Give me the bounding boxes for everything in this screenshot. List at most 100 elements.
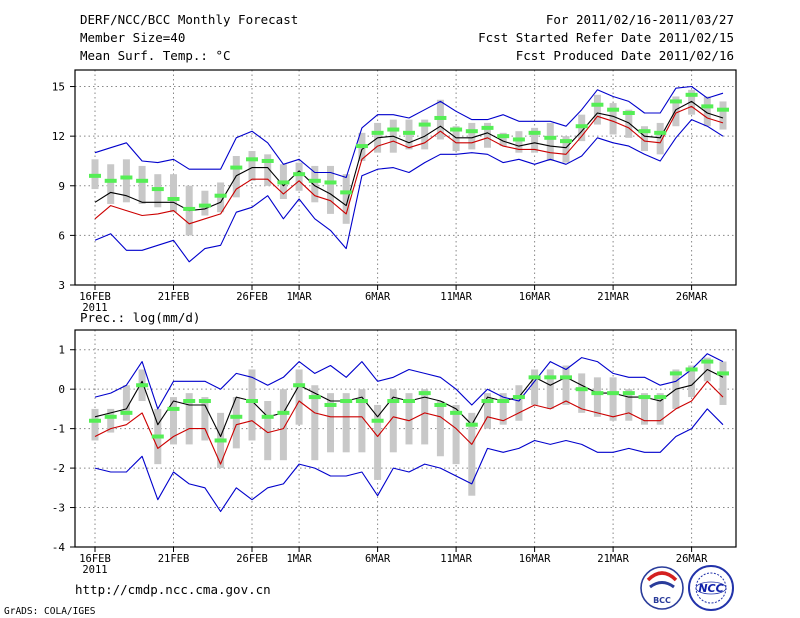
median-marker — [560, 375, 572, 380]
median-marker — [450, 410, 463, 415]
median-marker — [198, 399, 211, 404]
plot-frame — [74, 329, 737, 548]
median-marker — [512, 137, 525, 142]
median-marker — [591, 391, 604, 396]
median-marker — [151, 434, 164, 439]
median-marker — [701, 104, 714, 109]
median-marker — [277, 410, 290, 415]
median-marker — [324, 402, 337, 407]
spread-box — [405, 393, 413, 445]
median-marker — [355, 144, 368, 149]
y-tick-label: 12 — [52, 130, 65, 143]
spread-box — [358, 389, 366, 453]
median-marker — [308, 178, 321, 183]
spread-box — [122, 159, 130, 203]
x-tick-label: 11MAR — [440, 553, 472, 565]
spread-box — [311, 165, 319, 203]
median-marker — [293, 383, 306, 388]
median-marker — [308, 395, 321, 400]
median-marker — [246, 157, 258, 162]
spread-box — [515, 131, 523, 153]
median-marker — [528, 130, 541, 135]
spread-box — [593, 377, 601, 417]
x-tick-label: 16FEB — [79, 291, 111, 303]
spread-box — [656, 393, 664, 425]
spread-box — [248, 369, 256, 441]
spread-box — [468, 122, 476, 150]
spread-box — [562, 136, 570, 163]
median-marker — [214, 193, 227, 198]
series-line-ensemble-mean — [94, 100, 724, 212]
spread-box — [719, 101, 727, 130]
median-marker — [669, 371, 682, 376]
median-marker — [136, 383, 149, 388]
median-marker — [120, 175, 133, 180]
median-marker — [89, 173, 101, 178]
bcc-logo-arc-red — [646, 571, 678, 582]
median-marker — [340, 399, 353, 404]
spread-box — [170, 174, 177, 213]
median-marker — [403, 399, 415, 404]
median-marker — [528, 375, 541, 380]
precip-label: Prec.: log(mm/d) — [80, 310, 200, 325]
spread-box — [672, 96, 680, 127]
median-marker — [465, 129, 478, 134]
median-marker — [371, 418, 384, 423]
median-marker — [544, 135, 557, 140]
median-marker — [167, 406, 180, 411]
median-marker — [701, 359, 714, 364]
median-marker — [607, 391, 620, 396]
bcc-logo: BCC — [640, 566, 684, 610]
median-marker — [638, 129, 651, 134]
spread-box — [264, 154, 272, 186]
spread-box — [484, 393, 491, 429]
spread-box — [311, 385, 319, 461]
median-marker — [591, 102, 604, 107]
median-marker — [230, 414, 243, 419]
median-marker — [434, 115, 447, 120]
spread-box — [625, 109, 633, 138]
median-marker — [183, 206, 196, 211]
median-marker — [622, 391, 635, 396]
median-marker — [450, 127, 463, 132]
median-marker — [89, 418, 101, 423]
x-tick-label: 16MAR — [519, 291, 551, 303]
median-marker — [120, 410, 133, 415]
x-tick-label: 6MAR — [365, 553, 391, 565]
median-marker — [104, 414, 117, 419]
x-tick-label: 16FEB — [79, 553, 111, 565]
ncc-logo: NCC — [688, 565, 734, 611]
bcc-logo-arc-blue — [649, 581, 675, 589]
x-tick-year-label: 2011 — [82, 564, 107, 576]
median-marker — [622, 111, 635, 115]
median-marker — [198, 203, 211, 208]
median-marker — [355, 399, 368, 404]
x-tick-label: 1MAR — [286, 291, 312, 303]
median-marker — [717, 371, 729, 376]
forecast-period: For 2011/02/16-2011/03/27 — [546, 12, 734, 27]
ncc-logo-text: NCC — [698, 582, 723, 595]
median-marker — [638, 395, 651, 400]
spread-box — [593, 94, 601, 125]
spread-box — [201, 190, 209, 216]
spread-box — [342, 174, 350, 224]
median-marker — [717, 107, 729, 112]
spread-box — [295, 369, 303, 425]
spread-box — [201, 397, 209, 441]
footer-url[interactable]: http://cmdp.ncc.cma.gov.cn — [75, 582, 271, 597]
median-marker — [387, 127, 400, 132]
spread-box — [499, 393, 507, 425]
y-tick-label: 3 — [58, 279, 65, 292]
x-tick-year-label: 2011 — [82, 302, 107, 314]
ncc-logo-globe-line — [695, 581, 727, 595]
spread-box — [248, 151, 256, 181]
series-line-control — [94, 105, 724, 225]
median-marker — [575, 124, 588, 129]
spread-box — [421, 389, 429, 445]
median-marker — [230, 165, 243, 170]
spread-box — [295, 162, 303, 191]
spread-box — [279, 389, 287, 461]
median-marker — [246, 399, 258, 404]
